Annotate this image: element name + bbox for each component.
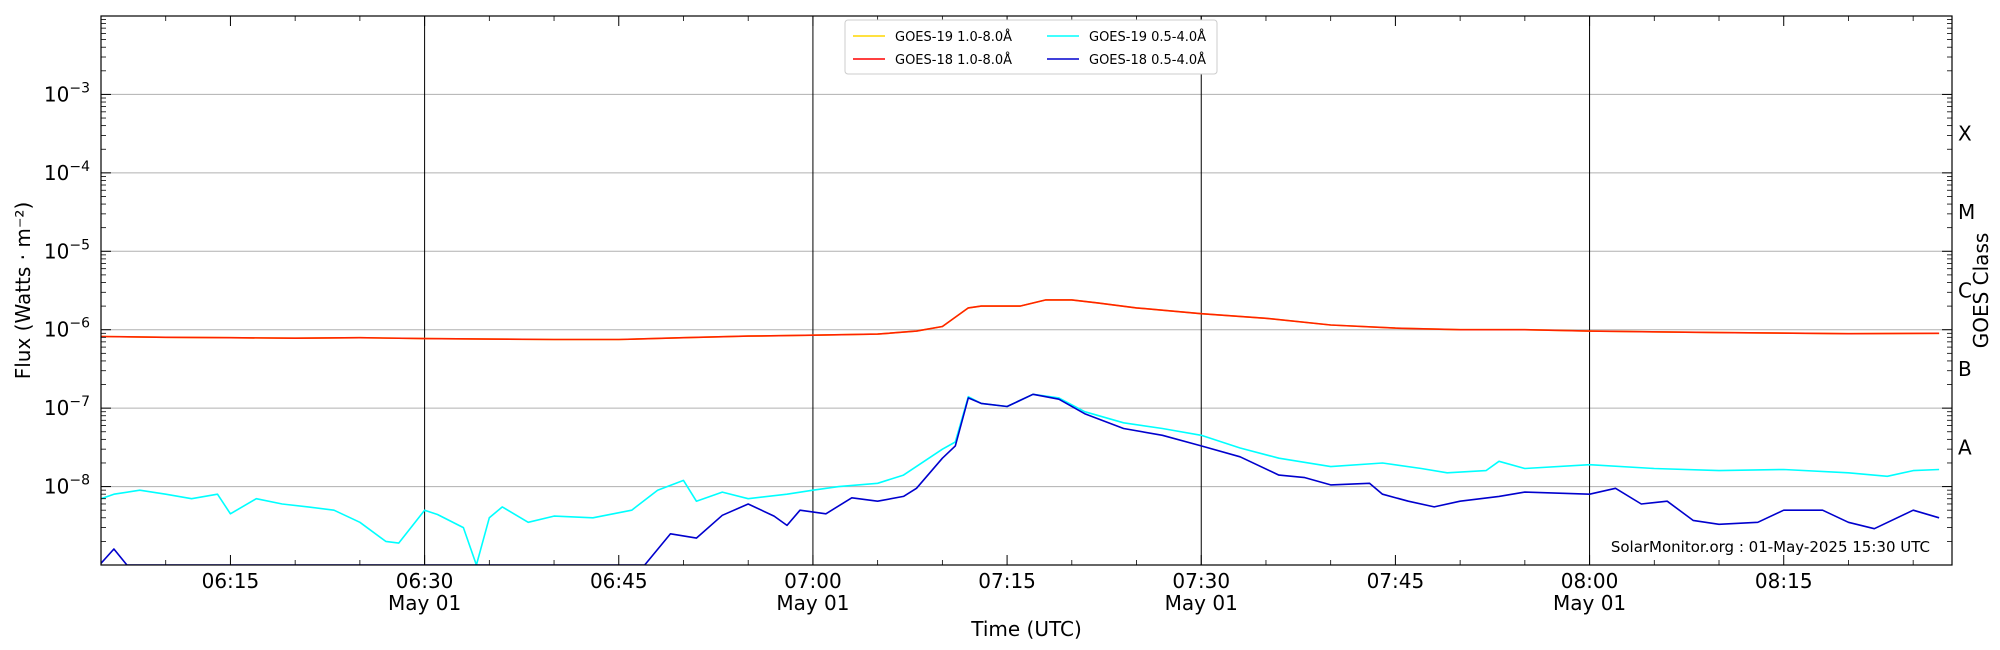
x-tick-date-label: May 01	[1165, 591, 1238, 615]
x-tick-date-label: May 01	[1553, 591, 1626, 615]
goes-class-label: X	[1958, 122, 1972, 146]
y-tick-label: 10−5	[44, 237, 90, 263]
x-tick-label: 06:45	[590, 569, 648, 593]
y-tick-label: 10−8	[44, 473, 90, 499]
credit-text: SolarMonitor.org : 01-May-2025 15:30 UTC	[1611, 538, 1930, 556]
series-line	[101, 299, 1940, 341]
right-axis-title: GOES Class	[1969, 233, 1993, 349]
legend-label: GOES-19 1.0-8.0Å	[895, 29, 1012, 45]
legend-box	[844, 19, 1218, 75]
y-tick-label: 10−7	[44, 394, 90, 420]
legend-label: GOES-18 0.5-4.0Å	[1089, 52, 1206, 68]
gridlines	[101, 93, 1952, 488]
x-tick-label: 06:15	[202, 569, 260, 593]
x-tick-date-label: May 01	[388, 591, 461, 615]
x-tick-date-label: May 01	[776, 591, 849, 615]
series-line	[101, 393, 1940, 565]
x-tick-label: 06:30	[396, 569, 454, 593]
axis-ticks	[100, 15, 1952, 566]
x-axis-title: Time (UTC)	[970, 617, 1082, 641]
y-tick-labels: 10−8 10−7 10−6 10−5 10−4 10−3	[44, 80, 90, 498]
series-layer	[101, 299, 1940, 565]
y-tick-label: 10−3	[44, 80, 90, 106]
x-tick-label: 07:15	[978, 569, 1036, 593]
y-tick-label: 10−4	[44, 159, 90, 185]
plot-frame	[100, 15, 1953, 566]
goes-class-labels: A B C M X	[1958, 122, 1975, 460]
x-tick-label: 08:15	[1755, 569, 1813, 593]
goes-class-label: C	[1958, 279, 1972, 303]
y-axis-title: Flux (Watts · m⁻²)	[11, 202, 35, 380]
legend: GOES-19 1.0-8.0Å GOES-19 0.5-4.0Å GOES-18 …	[844, 19, 1218, 75]
x-tick-label: 07:45	[1367, 569, 1425, 593]
legend-label: GOES-19 0.5-4.0Å	[1089, 29, 1206, 45]
x-tick-label: 07:00	[784, 569, 842, 593]
goes-class-label: B	[1958, 357, 1972, 381]
legend-label: GOES-18 1.0-8.0Å	[895, 52, 1012, 68]
x-tick-label: 08:00	[1561, 569, 1619, 593]
day-lines	[424, 16, 1591, 565]
goes-class-label: M	[1958, 200, 1975, 224]
y-tick-label: 10−6	[44, 316, 90, 342]
x-tick-label: 07:30	[1172, 569, 1230, 593]
goes-class-label: A	[1958, 435, 1972, 459]
series-line	[101, 393, 1940, 565]
